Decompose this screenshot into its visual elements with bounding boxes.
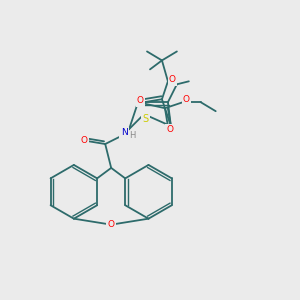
Text: O: O [167, 125, 174, 134]
Text: H: H [129, 130, 135, 140]
Text: O: O [183, 95, 190, 104]
Text: O: O [137, 96, 144, 105]
Text: S: S [142, 114, 148, 124]
Text: O: O [108, 220, 115, 229]
Text: O: O [169, 75, 176, 84]
Text: N: N [121, 128, 128, 137]
Text: O: O [80, 136, 87, 145]
